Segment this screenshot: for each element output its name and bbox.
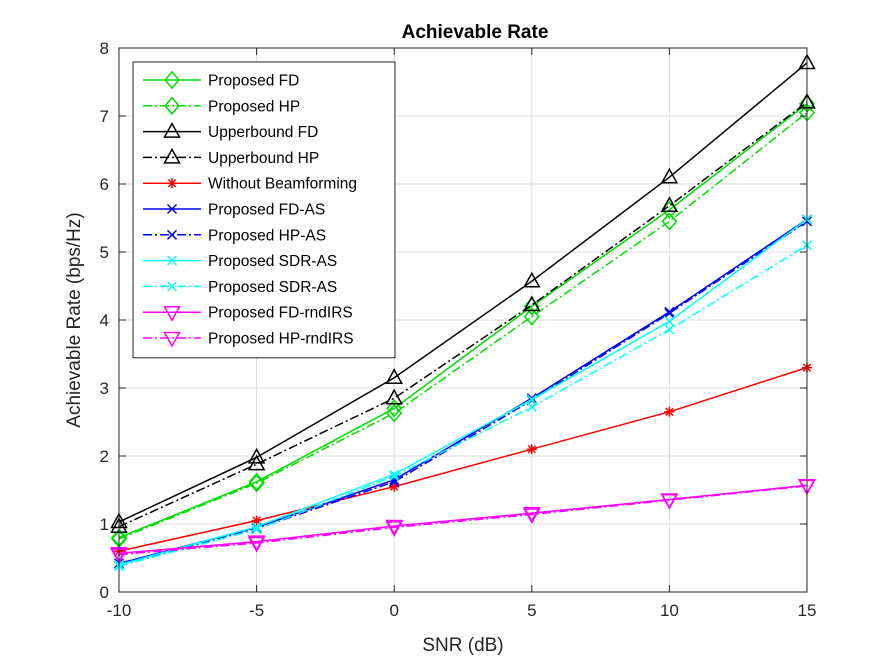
- y-axis-label: Achievable Rate (bps/Hz): [64, 212, 85, 427]
- series-line-proposed-sdr-as: [118, 218, 808, 566]
- data-point-proposed-sdr-as: [664, 316, 675, 327]
- data-point-proposed-sdr-as-dashdot: [251, 524, 262, 535]
- series-line-upperbound-hp-dashdot: [118, 101, 808, 528]
- legend-marker: [164, 96, 180, 115]
- y-tick-label: 4: [100, 311, 109, 330]
- x-tick-label: 5: [527, 601, 536, 620]
- series-line-proposed-fd: [118, 103, 808, 539]
- legend-marker: [163, 331, 181, 348]
- legend-item-proposed-hp-as-dashdot: Proposed HP-AS: [143, 227, 326, 244]
- legend-label: Upperbound FD: [208, 124, 318, 141]
- data-point-without-beamforming: [389, 481, 400, 492]
- data-point-upperbound-fd: [660, 167, 679, 184]
- data-point-without-beamforming: [251, 515, 262, 526]
- data-point-proposed-hp-rndirs-dashdot: [385, 521, 403, 537]
- legend-marker: [166, 255, 178, 266]
- data-point-proposed-hp-as-dashdot: [664, 308, 675, 319]
- series-layer: [110, 53, 816, 572]
- legend-label: Proposed FD: [208, 73, 299, 90]
- series-line-proposed-hp-rndirs-dashdot: [118, 485, 808, 556]
- legend-marker: [163, 147, 181, 164]
- legend-marker: [166, 281, 178, 292]
- data-point-proposed-fd: [386, 399, 403, 418]
- data-point-upperbound-hp-dashdot: [385, 388, 403, 405]
- legend-item-upperbound-fd: Upperbound FD: [143, 122, 318, 141]
- series-line-proposed-hp-dashdot: [118, 112, 808, 540]
- x-tick-label: 15: [798, 601, 817, 620]
- data-point-proposed-hp-dashdot: [248, 474, 265, 493]
- series-line-proposed-fd-rndirs: [118, 484, 808, 554]
- data-point-proposed-sdr-as-dashdot: [526, 402, 537, 413]
- data-point-proposed-sdr-as: [526, 394, 537, 405]
- legend-label: Without Beamforming: [208, 176, 357, 193]
- data-point-proposed-hp-dashdot: [523, 307, 540, 326]
- legend-item-proposed-fd: Proposed FD: [143, 70, 299, 90]
- data-point-proposed-sdr-as-dashdot: [664, 324, 675, 335]
- legend-label: Proposed SDR-AS: [208, 253, 337, 270]
- legend-box: [132, 61, 396, 359]
- y-tick-label: 3: [100, 379, 109, 398]
- legend-marker: [166, 203, 178, 215]
- chart-title: Achievable Rate: [402, 22, 549, 43]
- x-tick-label: -5: [249, 601, 264, 620]
- data-point-without-beamforming: [526, 444, 537, 455]
- series-line-upperbound-fd: [118, 62, 808, 523]
- x-tick-label: 10: [660, 601, 679, 620]
- legend-marker: [163, 122, 181, 138]
- tick-layer: -10 -5 0 5 10 15 0 1 2 3 4 5 6 7 8: [100, 39, 817, 620]
- y-tick-label: 8: [100, 39, 109, 58]
- legend-item-proposed-sdr-as-dashdot: Proposed SDR-AS: [143, 279, 337, 296]
- data-point-proposed-hp-rndirs-dashdot: [523, 508, 541, 525]
- series-line-proposed-hp-as-dashdot: [118, 220, 808, 566]
- data-point-proposed-fd: [248, 472, 265, 491]
- legend-marker: [166, 229, 178, 240]
- legend-marker: [167, 178, 177, 189]
- data-point-upperbound-fd: [385, 368, 403, 385]
- legend-item-without-beamforming: Without Beamforming: [143, 176, 357, 193]
- y-tick-label: 6: [100, 175, 109, 194]
- legend-label: Proposed HP-AS: [208, 227, 326, 244]
- series-upperbound-hp-dashdot: [110, 92, 816, 533]
- data-point-upperbound-hp-dashdot: [523, 295, 541, 312]
- legend: Proposed FD Proposed HP Upperbound FD Upper…: [132, 61, 396, 359]
- legend-item-proposed-hp-rndirs-dashdot: Proposed HP-rndIRS: [143, 331, 354, 348]
- data-point-proposed-hp-rndirs-dashdot: [660, 493, 679, 510]
- series-line-without-beamforming: [118, 366, 808, 552]
- legend-label: Proposed HP-rndIRS: [208, 331, 354, 348]
- data-point-upperbound-hp-dashdot: [660, 196, 679, 213]
- data-point-proposed-sdr-as-dashdot: [389, 471, 400, 482]
- legend-marker: [163, 305, 181, 322]
- y-tick-label: 2: [100, 447, 109, 466]
- data-point-proposed-fd: [523, 297, 540, 316]
- legend-item-upperbound-hp-dashdot: Upperbound HP: [143, 147, 319, 167]
- legend-item-proposed-fd-rndirs: Proposed FD-rndIRS: [143, 305, 353, 322]
- y-tick-label: 0: [100, 583, 109, 602]
- legend-item-proposed-sdr-as: Proposed SDR-AS: [143, 253, 337, 270]
- data-point-proposed-hp-dashdot: [661, 212, 678, 231]
- y-tick-label: 7: [100, 107, 109, 126]
- y-tick-label: 5: [100, 243, 109, 262]
- x-axis-label: SNR (dB): [422, 635, 503, 656]
- legend-label: Proposed SDR-AS: [208, 279, 337, 296]
- data-point-upperbound-hp-dashdot: [247, 454, 266, 471]
- x-tick-label: 0: [389, 601, 398, 620]
- legend-label: Upperbound HP: [208, 150, 319, 167]
- legend-label: Proposed FD-AS: [208, 202, 325, 219]
- data-point-upperbound-fd: [523, 271, 541, 288]
- legend-marker: [164, 70, 180, 90]
- data-point-proposed-hp-rndirs-dashdot: [247, 536, 266, 553]
- legend-label: Proposed FD-rndIRS: [208, 305, 353, 322]
- legend-label: Proposed HP: [208, 98, 300, 115]
- legend-item-proposed-hp-dashdot: Proposed HP: [143, 96, 300, 115]
- data-point-upperbound-fd: [247, 447, 266, 464]
- data-point-proposed-hp-dashdot: [386, 404, 403, 423]
- x-tick-label: -10: [107, 601, 132, 620]
- data-point-proposed-sdr-as: [389, 469, 400, 480]
- legend-item-proposed-fd-as: Proposed FD-AS: [143, 202, 325, 219]
- data-point-without-beamforming: [664, 406, 675, 417]
- y-tick-label: 1: [100, 515, 109, 534]
